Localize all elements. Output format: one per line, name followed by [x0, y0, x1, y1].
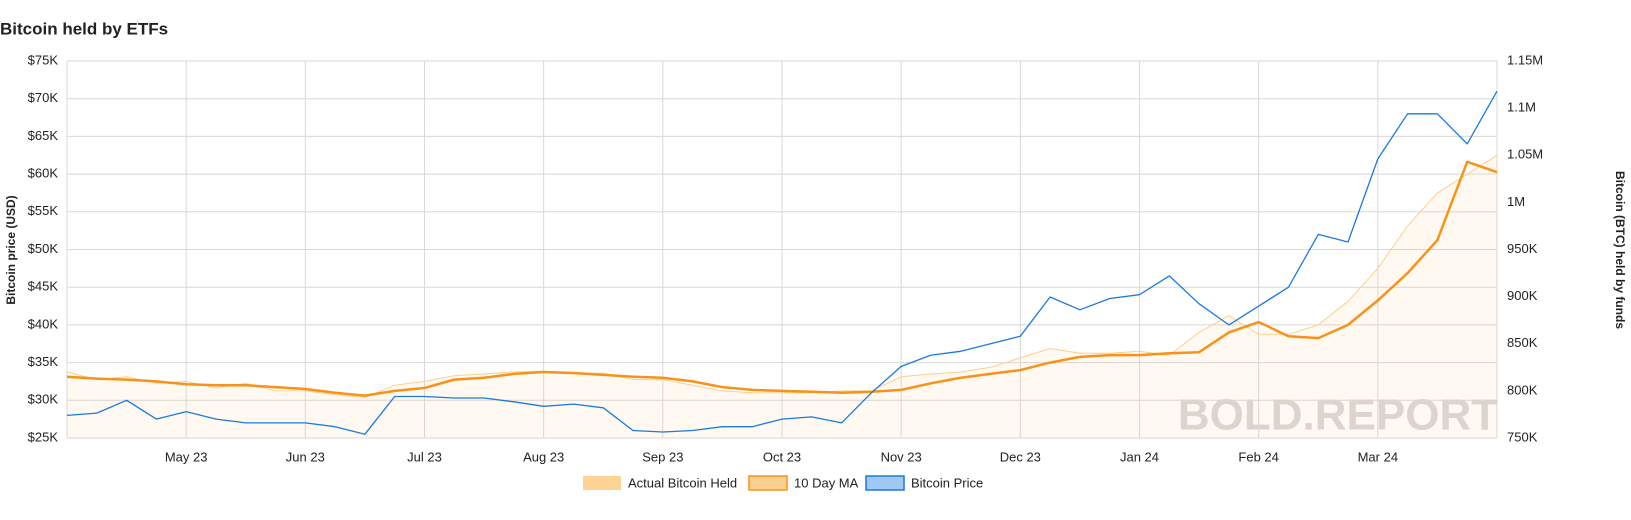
legend-label: Actual Bitcoin Held	[628, 475, 737, 490]
x-tick-label: Nov 23	[881, 449, 922, 464]
chart-title: Bitcoin held by ETFs	[0, 19, 168, 38]
y-tick-label: $65K	[28, 128, 59, 143]
y2-tick-label: 1.05M	[1507, 147, 1543, 162]
y-tick-label: $35K	[28, 354, 59, 369]
x-tick-label: May 23	[165, 449, 208, 464]
legend-swatch	[583, 476, 621, 490]
x-tick-label: Dec 23	[1000, 449, 1041, 464]
legend-swatch	[748, 475, 788, 491]
y2-tick-label: 850K	[1507, 335, 1538, 350]
x-tick-label: Jun 23	[286, 449, 325, 464]
series-line	[66, 154, 1498, 398]
y-tick-label: $40K	[28, 316, 59, 331]
watermark: BOLD.REPORT	[1178, 391, 1498, 440]
y-tick-label: $55K	[28, 203, 59, 218]
legend-swatch	[865, 475, 905, 491]
y-tick-label: $60K	[28, 166, 59, 181]
y-tick-label: $25K	[28, 429, 59, 444]
y2-tick-label: 800K	[1507, 382, 1538, 397]
x-tick-label: Jul 23	[407, 449, 442, 464]
y-tick-label: $70K	[28, 90, 59, 105]
y2-tick-label: 900K	[1507, 288, 1538, 303]
area	[67, 155, 1497, 439]
x-tick-label: Feb 24	[1238, 449, 1278, 464]
y2-tick-label: 1.15M	[1507, 52, 1543, 67]
x-tick-label: Aug 23	[523, 449, 564, 464]
series-line	[66, 160, 1498, 397]
y-tick-label: $75K	[28, 52, 59, 67]
y2-tick-label: 1M	[1507, 194, 1525, 209]
x-tick-label: Jan 24	[1120, 449, 1159, 464]
x-tick-label: Oct 23	[763, 449, 801, 464]
y2-tick-label: 1.1M	[1507, 100, 1536, 115]
y-tick-label: $30K	[28, 392, 59, 407]
series-line	[66, 90, 1498, 435]
x-tick-label: Mar 24	[1358, 449, 1398, 464]
x-tick-label: Sep 23	[642, 449, 683, 464]
y-axis-title: Bitcoin price (USD)	[4, 195, 18, 304]
legend-label: 10 Day MA	[794, 475, 859, 490]
y-tick-label: $50K	[28, 241, 59, 256]
y-tick-label: $45K	[28, 279, 59, 294]
y2-tick-label: 750K	[1507, 429, 1538, 444]
y2-axis-title: Bitcoin (BTC) held by funds	[1613, 171, 1627, 329]
legend-label: Bitcoin Price	[911, 475, 983, 490]
y2-tick-label: 950K	[1507, 241, 1538, 256]
